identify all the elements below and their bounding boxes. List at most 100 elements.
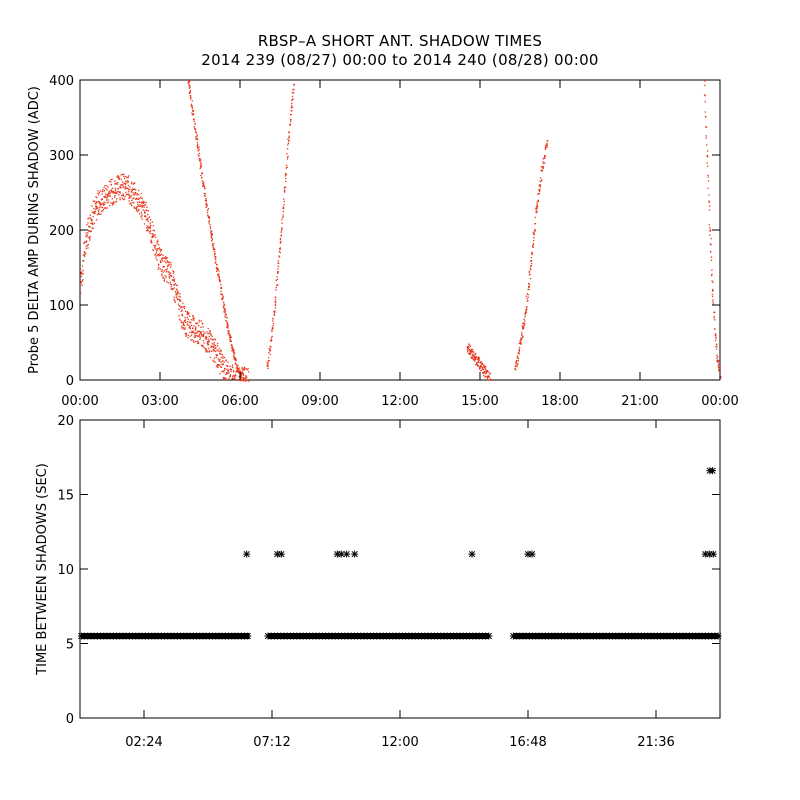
data-point (124, 182, 126, 185)
data-point (167, 261, 170, 264)
data-point (126, 193, 129, 195)
data-point (194, 123, 197, 125)
data-point (89, 214, 91, 216)
data-point (291, 92, 293, 94)
data-point (205, 206, 208, 208)
data-point (229, 339, 232, 341)
data-point (80, 292, 82, 294)
data-point (208, 220, 210, 222)
data-point (135, 192, 137, 194)
data-point (98, 207, 100, 209)
data-point (128, 175, 130, 177)
data-point (184, 316, 186, 319)
data-point (527, 288, 529, 291)
data-point (219, 373, 221, 375)
data-point (293, 88, 295, 91)
data-point (275, 303, 277, 305)
data-point (173, 284, 175, 286)
data-point (211, 239, 214, 241)
data-point (121, 181, 124, 183)
data-point (227, 369, 229, 371)
data-point (85, 247, 88, 250)
data-point (107, 199, 109, 201)
data-point (93, 211, 95, 213)
data-point (124, 188, 126, 190)
data-point (276, 278, 279, 280)
data-point (234, 363, 237, 365)
data-point (136, 201, 139, 203)
data-point (100, 203, 102, 205)
data-point (101, 198, 103, 201)
data-point (233, 378, 235, 380)
data-point (214, 252, 216, 255)
data-point (233, 353, 236, 355)
data-point (220, 361, 222, 363)
data-point (192, 319, 194, 321)
data-point (158, 247, 161, 249)
data-point (134, 193, 137, 195)
data-point (718, 369, 720, 371)
data-point (538, 192, 541, 195)
data-point (206, 209, 209, 212)
data-point (184, 327, 186, 329)
data-point (534, 216, 536, 219)
data-point (221, 354, 223, 356)
data-point (217, 275, 220, 277)
data-point (185, 335, 187, 338)
data-point (707, 176, 709, 178)
data-point (290, 120, 292, 123)
data-point (475, 363, 477, 366)
data-point (212, 346, 215, 348)
data-point (163, 279, 165, 282)
data-point (156, 241, 158, 243)
data-point (194, 340, 197, 343)
data-point (230, 370, 232, 373)
data-point (274, 307, 277, 309)
y-tick-label: 0 (66, 712, 74, 727)
data-point (245, 368, 247, 370)
data-point (234, 378, 237, 381)
data-point (98, 201, 101, 204)
data-point (147, 220, 149, 222)
data-point (210, 350, 213, 352)
data-point (175, 292, 177, 294)
data-point (287, 156, 289, 158)
y-tick-label: 400 (49, 74, 74, 89)
chart-title-line-1: RBSP–A SHORT ANT. SHADOW TIMES (257, 32, 543, 50)
data-point (481, 363, 483, 365)
data-point (525, 311, 527, 314)
data-point (488, 379, 491, 381)
data-point (519, 340, 521, 342)
data-point (485, 375, 487, 377)
data-point (151, 242, 153, 244)
data-point (191, 107, 194, 110)
data-point (540, 180, 542, 182)
data-point (242, 377, 245, 380)
data-point (273, 313, 275, 315)
data-point (288, 137, 290, 139)
data-point (515, 361, 517, 364)
data-point (715, 343, 718, 345)
data-point (270, 339, 273, 341)
data-point (143, 206, 145, 208)
data-point (222, 355, 224, 358)
data-point (225, 373, 227, 376)
y-tick-label: 0 (66, 374, 74, 389)
data-point (93, 207, 95, 210)
data-point (172, 270, 175, 273)
data-point (229, 340, 231, 343)
data-point (202, 326, 204, 328)
data-point (487, 371, 490, 373)
data-point (484, 370, 486, 373)
data-point (515, 362, 517, 364)
data-point (178, 308, 180, 311)
data-point (475, 352, 477, 355)
data-point (80, 272, 82, 275)
data-point (213, 247, 215, 249)
data-point (477, 356, 479, 359)
data-point (544, 148, 547, 150)
data-point (522, 335, 524, 338)
data-point (470, 348, 472, 351)
data-point (190, 97, 192, 99)
data-point (232, 351, 235, 354)
